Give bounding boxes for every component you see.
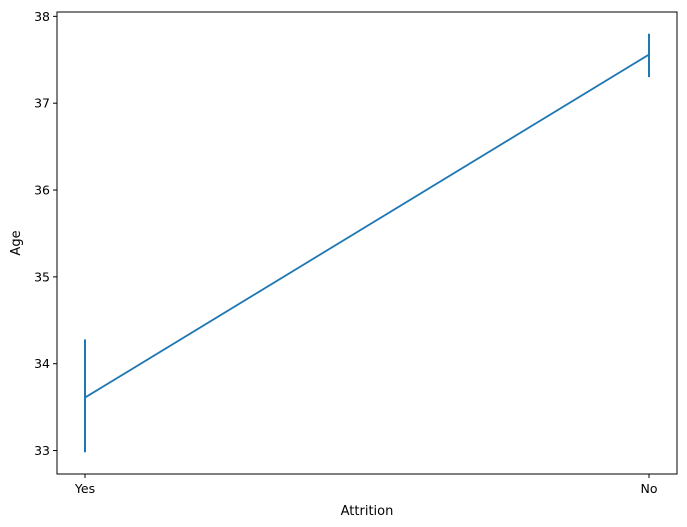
plot-area-frame	[56, 11, 678, 475]
y-tick-label: 37	[34, 96, 50, 111]
x-tick-label: Yes	[74, 481, 95, 496]
series-layer	[84, 33, 650, 453]
series-line	[84, 53, 650, 399]
y-tick-label: 38	[34, 9, 50, 24]
x-tick-label: No	[641, 481, 658, 496]
y-tick-label: 33	[34, 443, 50, 458]
y-tick-label: 34	[34, 356, 50, 371]
x-axis-ticks: Yes No	[74, 474, 658, 496]
y-tick-label: 36	[34, 183, 50, 198]
y-tick-label: 35	[34, 269, 50, 284]
y-axis-ticks: 33 34 35 36 37 38	[34, 9, 57, 458]
y-axis-label: Age	[9, 230, 24, 255]
x-axis-label: Attrition	[341, 504, 394, 519]
